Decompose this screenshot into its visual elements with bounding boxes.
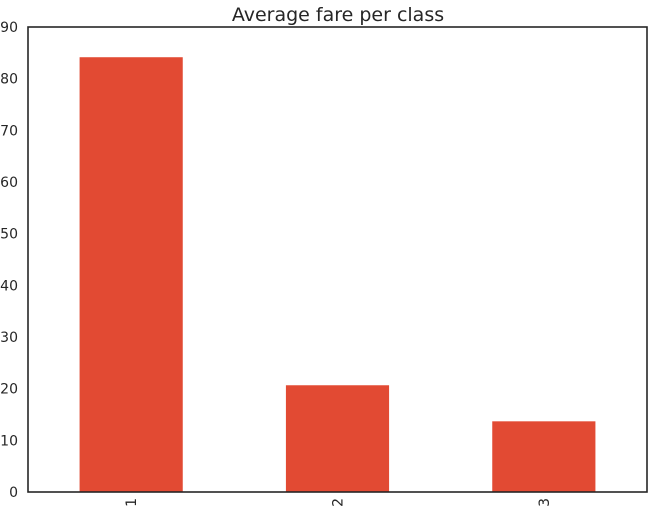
chart-title: Average fare per class [232,4,444,26]
y-tick-label: 90 [0,20,18,36]
plot-frame [27,26,648,493]
y-axis-ticks: 0 10 20 30 40 50 60 70 80 90 [0,20,18,501]
y-tick-label: 0 [9,485,18,501]
y-tick-label: 30 [0,330,18,346]
bars-group [79,57,596,492]
x-tick-label: 1 [124,498,140,507]
bar-3 [492,421,596,492]
x-tick-label: 3 [537,498,553,507]
y-tick-label: 40 [0,278,18,294]
bar-2 [285,385,390,492]
bar-1 [79,57,183,492]
y-tick-label: 70 [0,123,18,139]
y-tick-label: 60 [0,175,18,191]
y-tick-label: 10 [0,433,18,449]
y-tick-label: 20 [0,382,18,398]
x-axis-ticks: 1 2 3 [124,498,553,507]
x-tick-label: 2 [331,498,347,507]
y-tick-label: 50 [0,227,18,243]
y-tick-label: 80 [0,72,18,88]
